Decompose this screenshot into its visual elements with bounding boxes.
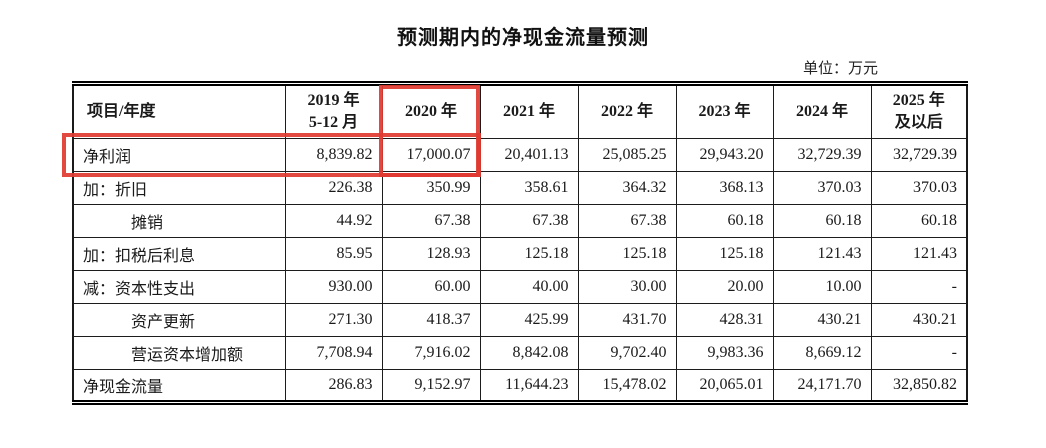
column-header-line: 2020 年 <box>404 103 457 121</box>
value-cell: 121.43 <box>772 237 872 271</box>
value-cell: 125.18 <box>675 237 774 271</box>
value-cell: 67.38 <box>577 204 677 238</box>
value-cell: 25,085.25 <box>577 138 677 172</box>
table-row: 资产更新 271.30 418.37 425.99 431.70 428.31 430.21… <box>72 303 968 337</box>
header-row: 项目/年度 2019 年 5-12 月 2020 年 2021 年 2022 年 2023 … <box>72 83 968 139</box>
value-cell: 418.37 <box>381 303 481 337</box>
column-header-line: 及以后 <box>894 114 943 131</box>
value-cell: 20.00 <box>675 270 774 304</box>
value-cell: 17,000.07 <box>381 138 481 172</box>
value-cell: 121.43 <box>870 237 968 271</box>
value-cell: 8,842.08 <box>479 336 579 370</box>
column-header: 2025 年及以后 <box>870 83 968 139</box>
column-header: 2020 年 <box>381 83 481 139</box>
value-cell: 430.21 <box>772 303 872 337</box>
value-cell: - <box>870 270 968 304</box>
table-row: 加：扣税后利息 85.95 128.93 125.18 125.18 125.18 121.… <box>72 237 968 271</box>
column-header-line: 2024 年 <box>795 103 848 121</box>
value-cell: 8,669.12 <box>772 336 872 370</box>
value-cell: 8,839.82 <box>284 138 383 172</box>
table-row: 减：资本性支出 930.00 60.00 40.00 30.00 20.00 10.00- <box>72 270 968 304</box>
column-header-line: 2025 年 <box>892 92 945 110</box>
row-label-cell: 加：扣税后利息 <box>72 237 286 271</box>
row-label-cell: 资产更新 <box>72 303 286 337</box>
value-cell: 9,702.40 <box>577 336 677 370</box>
value-cell: 29,943.20 <box>675 138 774 172</box>
value-cell: 226.38 <box>284 171 383 205</box>
row-label-cell: 摊销 <box>72 204 286 238</box>
value-cell: 428.31 <box>675 303 774 337</box>
value-cell: 32,850.82 <box>870 369 968 403</box>
value-cell: 60.18 <box>870 204 968 238</box>
table-row: 加：折旧 226.38 350.99 358.61 364.32 368.13 370.03… <box>72 171 968 205</box>
forecast-table: 项目/年度 2019 年 5-12 月 2020 年 2021 年 2022 年 2023 … <box>72 81 968 405</box>
value-cell: 60.00 <box>381 270 481 304</box>
row-label-cell: 净现金流量 <box>72 369 286 403</box>
value-cell: 370.03 <box>870 171 968 205</box>
document-page: 预测期内的净现金流量预测 单位：万元 项目/年度 2019 年 5-12 月 2020… <box>0 21 1046 405</box>
corner-header: 项目/年度 <box>72 83 286 139</box>
value-cell: 24,171.70 <box>772 369 872 403</box>
forecast-table-wrap: 项目/年度 2019 年 5-12 月 2020 年 2021 年 2022 年 2023 … <box>62 81 968 405</box>
column-header-line: 2023 年 <box>698 103 751 121</box>
column-header: 2019 年 5-12 月 <box>284 83 383 139</box>
value-cell: 350.99 <box>381 171 481 205</box>
value-cell: 128.93 <box>381 237 481 271</box>
value-cell: 67.38 <box>381 204 481 238</box>
column-header: 2022 年 <box>577 83 677 139</box>
value-cell: 425.99 <box>479 303 579 337</box>
column-header-line: 5-12 月 <box>308 114 359 131</box>
column-header: 2021 年 <box>479 83 579 139</box>
value-cell: 9,152.97 <box>381 369 481 403</box>
value-cell: 930.00 <box>284 270 383 304</box>
column-header-line: 2019 年 <box>307 92 360 110</box>
value-cell: 7,708.94 <box>284 336 383 370</box>
value-cell: 125.18 <box>577 237 677 271</box>
table-row: 净利润 8,839.82 17,000.07 20,401.13 25,085.25 29… <box>72 138 968 172</box>
table-row: 摊销 44.92 67.38 67.38 67.38 60.18 60.18 60.18 <box>72 204 968 238</box>
value-cell: 60.18 <box>675 204 774 238</box>
value-cell: 60.18 <box>772 204 872 238</box>
column-header: 2023 年 <box>675 83 774 139</box>
value-cell: 9,983.36 <box>675 336 774 370</box>
column-header: 2024 年 <box>772 83 872 139</box>
value-cell: 44.92 <box>284 204 383 238</box>
row-label-cell: 净利润 <box>72 138 286 172</box>
value-cell: 286.83 <box>284 369 383 403</box>
value-cell: 7,916.02 <box>381 336 481 370</box>
table-row: 净现金流量 286.83 9,152.97 11,644.23 15,478.02 20,… <box>72 369 968 403</box>
value-cell: 20,401.13 <box>479 138 579 172</box>
value-cell: 40.00 <box>479 270 579 304</box>
unit-label: 单位：万元 <box>802 61 878 77</box>
value-cell: 67.38 <box>479 204 579 238</box>
page-title: 预测期内的净现金流量预测 <box>397 27 649 49</box>
value-cell: 11,644.23 <box>479 369 579 403</box>
row-label-cell: 减：资本性支出 <box>72 270 286 304</box>
value-cell: - <box>870 336 968 370</box>
value-cell: 20,065.01 <box>675 369 774 403</box>
value-cell: 125.18 <box>479 237 579 271</box>
row-label-cell: 营运资本增加额 <box>72 336 286 370</box>
value-cell: 30.00 <box>577 270 677 304</box>
column-header-line: 2022 年 <box>600 103 653 121</box>
value-cell: 431.70 <box>577 303 677 337</box>
value-cell: 358.61 <box>479 171 579 205</box>
value-cell: 85.95 <box>284 237 383 271</box>
value-cell: 32,729.39 <box>870 138 968 172</box>
value-cell: 370.03 <box>772 171 872 205</box>
value-cell: 32,729.39 <box>772 138 872 172</box>
value-cell: 15,478.02 <box>577 369 677 403</box>
value-cell: 368.13 <box>675 171 774 205</box>
value-cell: 10.00 <box>772 270 872 304</box>
value-cell: 364.32 <box>577 171 677 205</box>
value-cell: 271.30 <box>284 303 383 337</box>
value-cell: 430.21 <box>870 303 968 337</box>
row-label-cell: 加：折旧 <box>72 171 286 205</box>
table-row: 营运资本增加额 7,708.94 7,916.02 8,842.08 9,702.40 9… <box>72 336 968 370</box>
column-header-line: 2021 年 <box>502 103 555 121</box>
